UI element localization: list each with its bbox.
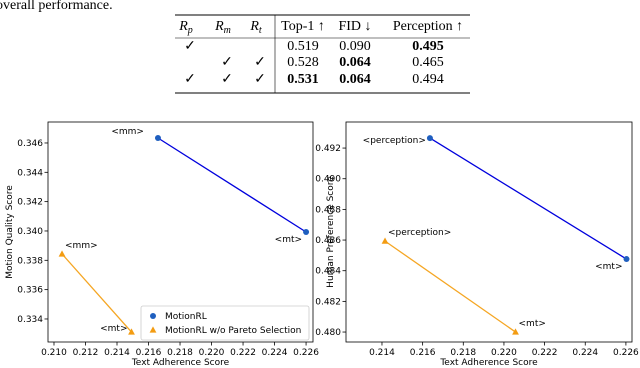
table-header: Rp <box>178 19 193 36</box>
y-tick-label: 0.334 <box>17 315 43 325</box>
point-label: <mt> <box>100 324 127 334</box>
x-tick-label: 0.214 <box>104 348 130 358</box>
y-tick-label: 0.342 <box>17 198 43 208</box>
y-tick-label: 0.492 <box>315 144 341 154</box>
table-header: Rt <box>249 19 262 36</box>
header-subscript: p <box>187 25 193 36</box>
x-tick-label: 0.220 <box>199 348 225 358</box>
table-cell: 0.465 <box>412 55 444 70</box>
point <box>128 328 135 335</box>
table-cell: 0.528 <box>287 55 319 70</box>
table-cell: ✓ <box>221 55 233 70</box>
header-symbol: R <box>214 19 224 34</box>
y-axis-label: Motion Quality Score <box>5 185 15 279</box>
x-tick-label: 0.226 <box>293 348 319 358</box>
body-text: overall performance. <box>0 0 113 13</box>
table-header: FID ↓ <box>338 19 371 34</box>
point <box>381 237 389 244</box>
header-symbol: R <box>178 19 188 34</box>
x-tick-label: 0.212 <box>73 348 99 358</box>
y-tick-label: 0.484 <box>315 267 341 277</box>
y-tick-label: 0.336 <box>17 286 43 296</box>
series-line <box>61 253 132 333</box>
table-cell: ✓ <box>184 72 196 87</box>
y-tick-label: 0.488 <box>315 205 341 215</box>
point <box>512 328 519 335</box>
x-axis-label: Text Adherence Score <box>131 358 230 368</box>
point <box>154 134 161 141</box>
point-label: <mt> <box>275 235 302 245</box>
table-cell: 0.090 <box>339 39 371 54</box>
plot-frame <box>47 121 314 343</box>
table-cell: 0.064 <box>339 55 371 70</box>
point <box>58 250 66 257</box>
x-tick-label: 0.210 <box>41 348 67 358</box>
table-cell: 0.531 <box>287 72 319 87</box>
x-tick-label: 0.222 <box>532 348 558 358</box>
y-tick-label: 0.338 <box>17 256 43 266</box>
point-label: <mt> <box>519 319 546 329</box>
x-tick-label: 0.216 <box>136 348 162 358</box>
table-header: Rm <box>214 19 231 36</box>
y-tick-label: 0.480 <box>315 328 341 338</box>
x-axis-label: Text Adherence Score <box>439 358 538 368</box>
table-header: Perception ↑ <box>393 19 463 34</box>
point <box>426 135 433 142</box>
y-tick-label: 0.482 <box>315 297 341 307</box>
series-line <box>157 137 307 233</box>
point-label: <mm> <box>65 241 98 251</box>
legend-label: MotionRL w/o Pareto Selection <box>165 326 301 336</box>
x-tick-label: 0.222 <box>230 348 256 358</box>
table-header: Top-1 ↑ <box>281 19 325 34</box>
plot-frame <box>345 121 633 343</box>
y-tick-label: 0.490 <box>315 175 341 185</box>
y-tick-label: 0.340 <box>17 227 43 237</box>
legend-box <box>140 305 310 341</box>
legend-label: MotionRL <box>165 312 207 322</box>
point <box>303 229 310 235</box>
x-tick-label: 0.218 <box>450 348 476 358</box>
legend-marker <box>150 313 156 319</box>
point-label: <mm> <box>111 127 144 137</box>
y-tick-label: 0.346 <box>17 139 43 149</box>
x-tick-label: 0.214 <box>369 348 395 358</box>
table-cell: ✓ <box>221 72 233 87</box>
x-tick-label: 0.224 <box>262 348 288 358</box>
x-tick-label: 0.220 <box>491 348 517 358</box>
point <box>623 256 630 263</box>
header-subscript: m <box>224 25 231 36</box>
table-cell: 0.495 <box>412 39 444 54</box>
x-tick-label: 0.224 <box>572 348 598 358</box>
x-tick-label: 0.216 <box>410 348 436 358</box>
header-symbol: R <box>249 19 259 34</box>
point-label: <perception> <box>388 228 451 238</box>
table-cell: ✓ <box>254 72 266 87</box>
table-cell: ✓ <box>184 39 196 54</box>
point-label: <mt> <box>595 262 622 272</box>
y-axis-label: Human Preference Score <box>326 176 336 288</box>
table-cell: 0.494 <box>412 72 444 87</box>
table-cell: ✓ <box>254 55 266 70</box>
x-tick-label: 0.218 <box>167 348 193 358</box>
series-line <box>429 137 627 260</box>
table-cell: 0.064 <box>339 72 371 87</box>
table-cell: 0.519 <box>287 39 319 54</box>
series-line <box>384 240 516 333</box>
point-label: <perception> <box>363 136 426 146</box>
legend-marker <box>149 326 157 333</box>
y-tick-label: 0.486 <box>315 236 341 246</box>
x-tick-label: 0.226 <box>613 348 639 358</box>
header-subscript: t <box>259 25 262 36</box>
y-tick-label: 0.344 <box>17 168 43 178</box>
